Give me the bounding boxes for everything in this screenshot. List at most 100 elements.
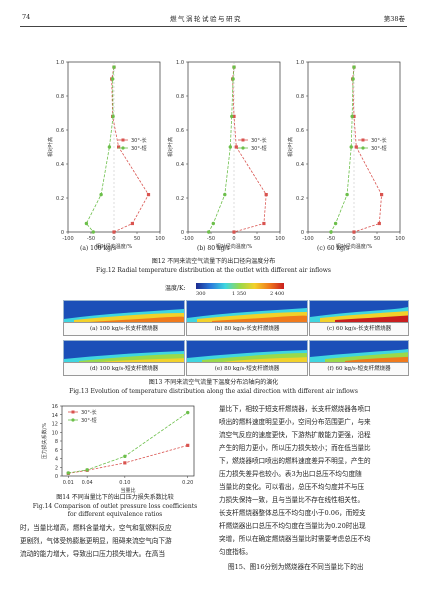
data-point xyxy=(333,221,338,226)
y-tick-label: 0.2 xyxy=(296,196,304,202)
data-point xyxy=(232,65,236,69)
x-tick-label: -100 xyxy=(182,236,193,242)
x-tick-label: 50 xyxy=(134,236,140,242)
data-point xyxy=(232,230,236,234)
x-axis-label: 当量比 xyxy=(120,487,135,494)
body-text-left: 时，当量比增高，燃料含量增大，空气和氢燃料反应 更剧烈，气体受热膨胀更明显，阻碍… xyxy=(20,522,212,561)
body-line: 杆燃烧器出口总压不均匀度在当量比为0.20时出现 xyxy=(219,522,366,530)
fig12-caption-en: Fig.12 Radial temperature distribution a… xyxy=(96,267,331,274)
data-point xyxy=(231,77,235,81)
data-point xyxy=(207,230,211,234)
fig14-caption-cn: 图14 不同当量比下的出口压力损失系数比较 xyxy=(56,494,174,501)
fig12-caption-cn: 图12 不同来流空气流量下的出口径向温度分布 xyxy=(151,258,276,265)
y-tick-label: 0.4 xyxy=(296,162,304,168)
contour-strip-a xyxy=(63,300,185,324)
body-text-right: 量比下，相较于短支杆燃烧器，长支杆燃烧器各喷口 喷出的燃料速度明显更小，空间分布范… xyxy=(219,403,409,559)
body-line: 力损失保持一致，且与当量比不存在线性相关性。 xyxy=(219,496,365,504)
body-text-last-line: 图15、图16分别为燃烧器在不同当量比下的出 xyxy=(228,563,364,571)
body-line: 更剧烈，气体受热膨胀更明显，阻碍来流空气向下游 xyxy=(20,537,172,545)
data-point xyxy=(123,454,127,459)
x-axis-label: 相对径向温度/% xyxy=(96,243,133,250)
body-line: 下，燃烧器喷口喷出的燃料速度差异不明显，产生的 xyxy=(219,457,371,465)
series-line xyxy=(85,67,115,233)
x-tick-label: 0 xyxy=(112,236,115,242)
data-point xyxy=(380,193,384,197)
data-point xyxy=(91,230,96,234)
y-tick-label: 0 xyxy=(55,474,58,480)
body-line: 压力损失差异也较小。表3为出口总压不均匀度随 xyxy=(219,470,362,478)
data-point xyxy=(186,410,190,415)
body-line: 产生的阻力更小，所以压力损失较小；而在低当量比 xyxy=(219,444,371,452)
y-tick-label: 0.6 xyxy=(176,128,184,134)
body-line: 长支杆燃烧器整体总压不均匀度小于0.06，而短支 xyxy=(219,509,366,517)
data-point xyxy=(146,193,151,197)
legend-label: 30°-长 xyxy=(131,137,147,144)
series-line xyxy=(330,67,355,233)
legend-label: 30°-长 xyxy=(371,137,387,144)
y-tick-label: 6 xyxy=(55,448,58,454)
x-tick-label: 100 xyxy=(155,236,165,242)
legend-marker xyxy=(71,410,75,414)
x-tick-label: 0.01 xyxy=(63,480,74,486)
body-line: 匀度指标。 xyxy=(219,548,252,556)
contour-strip-f xyxy=(309,340,409,364)
page-header: 74 燃气涡轮试验与研究 第38卷 xyxy=(0,10,427,26)
data-point xyxy=(123,461,127,465)
legend-label: 30°-长 xyxy=(81,409,97,416)
contour-strip-c xyxy=(309,300,409,324)
x-tick-label: -100 xyxy=(62,236,73,242)
x-tick-label: 100 xyxy=(395,236,405,242)
legend-marker xyxy=(241,146,245,150)
x-tick-label: -50 xyxy=(327,236,335,242)
data-point xyxy=(111,114,115,119)
data-point xyxy=(351,77,355,81)
y-tick-label: 0.8 xyxy=(296,94,304,100)
legend-marker xyxy=(121,146,125,150)
y-tick-label: 1.0 xyxy=(56,60,64,66)
body-line: 喷出的燃料速度明显更小，空间分布范围更广，与来 xyxy=(219,418,371,426)
y-tick-label: 0.4 xyxy=(56,162,64,168)
data-point xyxy=(186,443,190,447)
header-rule xyxy=(20,26,407,27)
y-tick-label: 8 xyxy=(55,439,58,445)
x-tick-label: 0 xyxy=(232,236,235,242)
data-point xyxy=(66,471,70,475)
x-tick-label: 100 xyxy=(275,236,285,242)
y-tick-label: 0.6 xyxy=(56,128,64,134)
y-axis-label: 相对叶高 xyxy=(167,137,174,157)
x-axis-label: 相对径向温度/% xyxy=(216,243,253,250)
data-point xyxy=(228,145,233,149)
data-point xyxy=(99,192,103,197)
x-tick-label: 0.10 xyxy=(119,480,130,486)
contour-strip-d xyxy=(63,340,185,364)
legend-label: 30°-短 xyxy=(371,145,387,152)
x-tick-label: -100 xyxy=(302,236,313,242)
legend-label: 30°-短 xyxy=(251,145,267,152)
fig13-colorbar-max: 2 400 xyxy=(270,291,285,297)
body-line: 突增，所以在确定燃烧器当量比时需要考虑总压不均 xyxy=(219,535,371,543)
y-tick-label: 0.8 xyxy=(56,94,64,100)
body-line: 流动的能力增大，导致出口压力损失增大。在高当 xyxy=(20,550,166,558)
data-point xyxy=(352,65,356,69)
data-point xyxy=(211,221,215,226)
legend-marker xyxy=(361,138,365,142)
x-tick-label: -50 xyxy=(87,236,95,242)
data-point xyxy=(112,65,116,69)
y-tick-label: 10 xyxy=(52,430,58,436)
x-tick-label: 0.04 xyxy=(82,480,93,486)
fig13-colorbar-min: 300 xyxy=(196,291,206,297)
fig13-caption-cn: 图13 不同来流空气流量下温度分布沿轴向的演化 xyxy=(148,379,279,386)
y-tick-label: 1.0 xyxy=(296,60,304,66)
x-tick-label: 50 xyxy=(374,236,380,242)
y-axis-label: 相对叶高 xyxy=(287,137,294,157)
data-point xyxy=(223,192,227,197)
series-line xyxy=(68,444,188,474)
body-line: 当量比的变化。可以看出，总压不均匀度并不与压 xyxy=(219,483,365,491)
x-axis-label: 相对径向温度/% xyxy=(336,243,373,250)
data-point xyxy=(117,145,121,149)
y-tick-label: 0 xyxy=(61,230,64,236)
fig13-colorbar-title: 温度/K: xyxy=(165,285,186,292)
y-tick-label: 0.2 xyxy=(56,196,64,202)
fig13-panel-b: (b) 80 kg/s-长支杆燃烧器 xyxy=(186,322,308,336)
y-axis-label: 压力损失系数/% xyxy=(41,423,48,460)
